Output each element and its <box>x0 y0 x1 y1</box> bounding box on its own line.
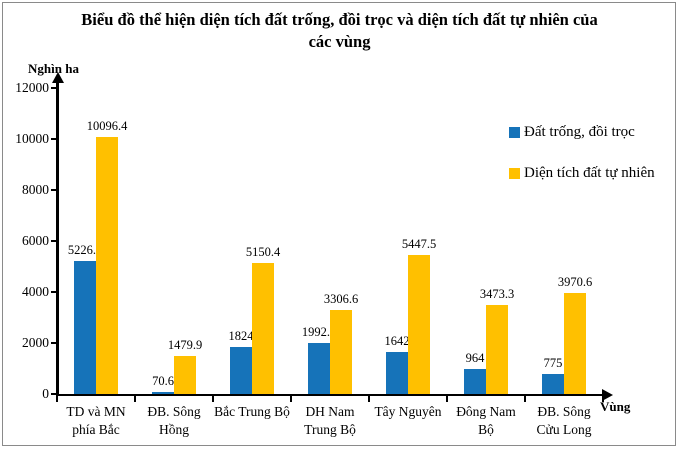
y-axis-line <box>56 82 59 396</box>
x-axis-tick <box>446 396 448 402</box>
bar-value-label: 1479.9 <box>167 338 203 352</box>
y-axis-tick <box>51 291 57 293</box>
bar-dien-tich <box>330 310 352 394</box>
x-axis-tick <box>290 396 292 402</box>
bar-value-label: 775 <box>543 356 563 370</box>
bar-value-label: 964 <box>465 351 485 365</box>
bar-dat-trong <box>74 261 96 394</box>
category-label: Đông Nam Bộ <box>456 404 516 437</box>
category-label: TD và MN phía Bắc <box>66 404 126 437</box>
legend: Đất trống, đồi trọc Diện tích đất tự nhi… <box>509 124 655 206</box>
bar-value-label: 10096.4 <box>86 119 128 133</box>
y-axis-tick <box>51 87 57 89</box>
bar-value-label: 1642 <box>384 334 410 348</box>
x-axis-tick <box>602 396 604 402</box>
bar-dat-trong <box>152 392 174 394</box>
x-axis-tick <box>212 396 214 402</box>
y-axis-tick <box>51 189 57 191</box>
bar-value-label: 70.6 <box>152 374 174 388</box>
x-axis-label: Vùng <box>600 399 631 414</box>
legend-swatch-blue <box>509 127 520 138</box>
legend-item-dien-tich: Diện tích đất tự nhiên <box>509 165 655 182</box>
y-axis-unit-label: Nghìn ha <box>28 61 79 76</box>
bar-dien-tich <box>486 305 508 394</box>
y-axis-tick-label: 8000 <box>22 182 49 197</box>
y-axis-arrow-icon <box>51 72 64 83</box>
y-axis-tick-label: 2000 <box>22 335 49 350</box>
y-axis-tick <box>51 240 57 242</box>
x-axis-line <box>56 393 604 396</box>
bar-value-label: 5226.5 <box>67 243 103 257</box>
x-axis-arrow-icon <box>602 389 613 401</box>
bar-dat-trong <box>542 374 564 394</box>
y-axis-tick <box>51 342 57 344</box>
y-axis-tick-label: 6000 <box>22 233 49 248</box>
x-axis-tick <box>134 396 136 402</box>
category-label: ĐB. Sông Hồng <box>147 404 201 437</box>
legend-label: Đất trống, đồi trọc <box>524 124 635 140</box>
x-axis-tick <box>524 396 526 402</box>
category-label: DH Nam Trung Bộ <box>304 404 356 437</box>
bar-dien-tich <box>96 137 118 394</box>
bar-dat-trong <box>464 369 486 394</box>
legend-label: Diện tích đất tự nhiên <box>524 165 655 181</box>
y-axis-tick <box>51 138 57 140</box>
bar-value-label: 5447.5 <box>401 237 437 251</box>
bar-value-label: 3473.3 <box>479 287 515 301</box>
bar-value-label: 5150.4 <box>245 245 281 259</box>
bar-value-label: 1824 <box>228 329 254 343</box>
bar-dat-trong <box>230 347 252 394</box>
bar-value-label: 1992.7 <box>301 325 337 339</box>
bar-dien-tich <box>252 263 274 394</box>
x-axis-tick <box>56 396 58 402</box>
bar-dat-trong <box>308 343 330 394</box>
y-axis-tick <box>51 393 57 395</box>
legend-item-dat-trong: Đất trống, đồi trọc <box>509 124 655 141</box>
x-axis-tick <box>368 396 370 402</box>
y-axis-tick-label: 10000 <box>15 131 49 146</box>
bar-dien-tich <box>564 293 586 394</box>
y-axis-tick-label: 4000 <box>22 284 49 299</box>
bar-dien-tich <box>408 255 430 394</box>
y-axis-tick-label: 12000 <box>15 80 49 95</box>
bar-value-label: 3306.6 <box>323 292 359 306</box>
category-label: Tây Nguyên <box>374 404 442 419</box>
chart-title: Biểu đồ thể hiện diện tích đất trống, đồ… <box>81 10 598 51</box>
bar-value-label: 3970.6 <box>557 275 593 289</box>
legend-swatch-yellow <box>509 168 520 179</box>
category-label: ĐB. Sông Cửu Long <box>536 404 592 437</box>
bar-dien-tich <box>174 356 196 394</box>
bar-dat-trong <box>386 352 408 394</box>
category-label: Bắc Trung Bộ <box>214 404 290 419</box>
y-axis-tick-label: 0 <box>42 386 49 401</box>
